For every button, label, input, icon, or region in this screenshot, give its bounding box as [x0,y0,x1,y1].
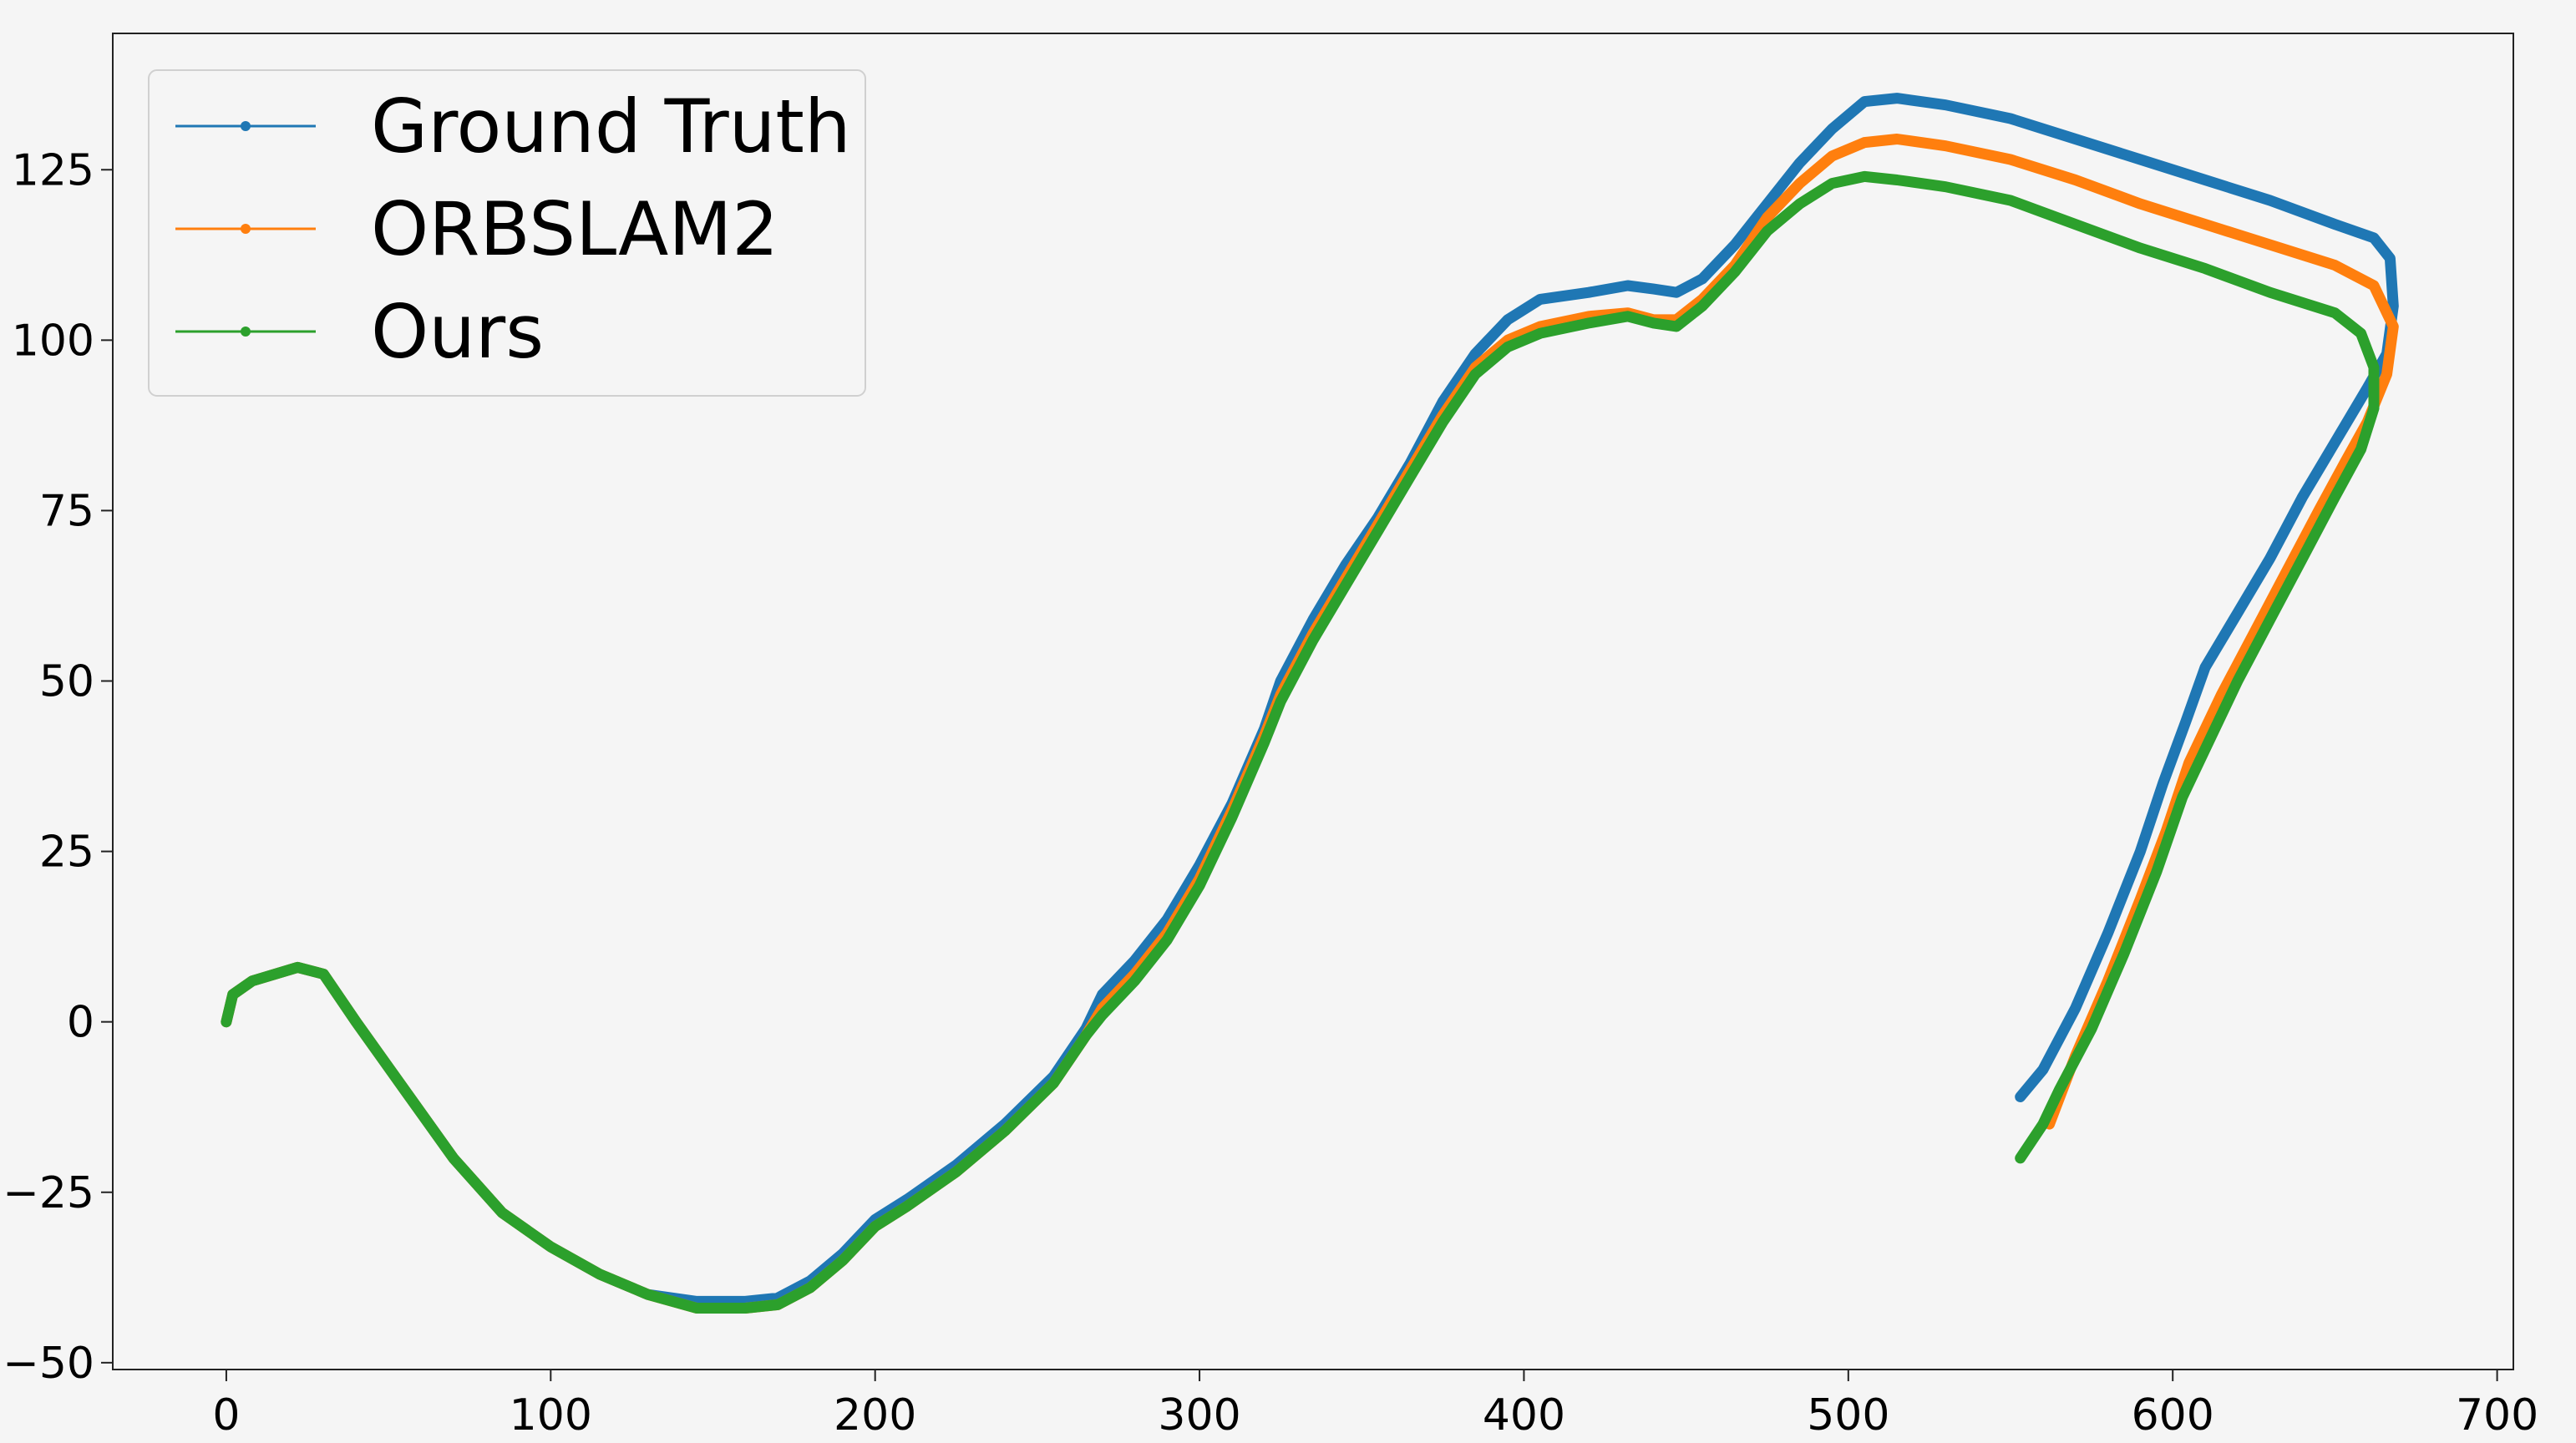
y-axis: −50 −25 0 25 50 75 100 125 [3,145,113,1389]
legend-marker-2 [241,327,251,337]
x-tick-label: 700 [2456,1390,2538,1440]
legend-label-2: Ours [371,289,544,375]
series-line-0 [221,93,2399,1307]
x-axis: 0 100 200 300 400 500 600 700 [212,1370,2538,1440]
y-tick-label: 0 [67,998,94,1048]
series-line-2 [221,170,2380,1314]
y-tick-label: 100 [12,316,94,366]
plot-frame [112,33,2514,1370]
x-tick-label: 600 [2132,1390,2214,1440]
y-tick-label: 50 [39,657,94,707]
x-tick-label: 300 [1158,1390,1240,1440]
y-tick-label: 125 [12,145,94,195]
y-tick-label: 75 [39,486,94,536]
legend-label-0: Ground Truth [371,84,851,170]
x-tick-label: 200 [834,1390,916,1440]
legend-box [148,69,866,397]
y-tick-label: 25 [39,828,94,878]
series-layer [221,93,2399,1314]
x-tick-label: 100 [510,1390,592,1440]
y-tick-label: −25 [3,1168,94,1218]
y-tick-label: −50 [3,1339,94,1389]
x-tick-label: 500 [1807,1390,1889,1440]
legend-label-1: ORBSLAM2 [371,186,778,272]
legend-marker-0 [241,121,251,131]
x-tick-label: 0 [212,1390,240,1440]
legend: Ground Truth ORBSLAM2 Ours [148,69,866,397]
legend-marker-1 [241,224,251,234]
x-tick-label: 400 [1483,1390,1565,1440]
